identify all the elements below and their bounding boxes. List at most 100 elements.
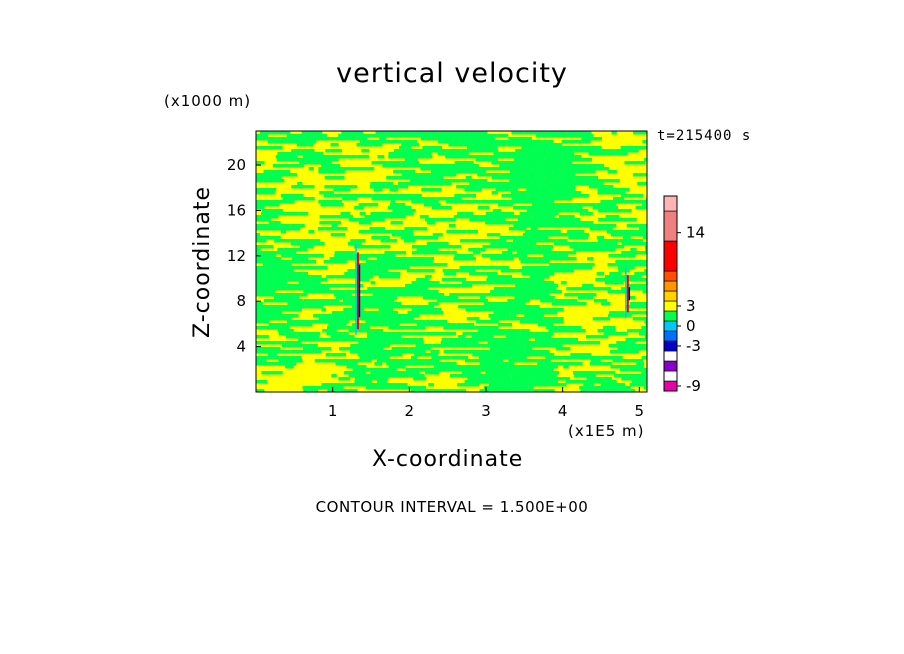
field-cell [568,152,575,156]
field-cell [544,176,557,180]
field-cell [352,323,376,327]
field-cell [275,269,294,273]
field-cell [628,296,636,300]
field-cell [348,257,355,261]
field-cell [354,206,364,210]
field-cell [449,284,472,288]
field-cell [277,350,291,354]
field-cell [361,149,370,153]
field-cell [541,206,564,210]
colorbar-tick-label: -3 [686,337,701,355]
field-cell [322,299,339,303]
field-cell [641,203,647,207]
field-cell [308,254,324,258]
field-cell [359,314,381,318]
field-cell [549,341,556,345]
field-cell [535,338,545,342]
field-cell [277,329,294,333]
field-cell [529,275,550,279]
field-cell [437,296,448,300]
field-cell [393,257,411,261]
field-cell [610,365,626,369]
field-cell [464,380,490,384]
field-cell [385,317,390,321]
field-cell [563,158,575,162]
field-cell [572,224,597,228]
field-cell [327,326,343,330]
field-cell [641,356,647,360]
field-cell [506,143,533,147]
field-cell [469,344,486,348]
field-cell [402,140,418,144]
field-cell [268,362,276,366]
field-cell [522,182,533,186]
field-cell [562,152,568,156]
field-cell [520,329,530,333]
field-cell [562,182,587,186]
field-cell [256,356,280,360]
field-cell [559,215,565,219]
field-cell [256,239,267,243]
field-cell [619,368,629,372]
field-cell [377,155,385,159]
field-cell [472,353,486,357]
field-cell [469,272,481,276]
field-cell [485,338,494,342]
field-cell [486,233,501,237]
field-cell [500,173,522,177]
field-cell [556,239,568,243]
field-cell [256,200,278,204]
field-cell [323,338,341,342]
field-cell [394,323,400,327]
field-cell [518,236,538,240]
field-cell [563,263,582,267]
plot-frame [255,130,648,393]
field-cell [443,350,465,354]
field-cell [541,245,554,249]
field-cell [524,197,540,201]
field-cell [256,347,281,351]
field-cell [422,263,448,267]
field-cell [515,161,541,165]
field-cell [441,173,457,177]
field-cell [480,368,492,372]
field-cell [302,386,329,390]
field-cell [260,293,275,297]
field-cell [342,332,349,336]
field-cell [568,185,576,189]
field-cell [489,389,501,392]
field-cell [286,137,305,141]
field-cell [512,188,518,192]
field-cell [587,242,603,246]
field-cell [545,143,550,147]
field-cell [488,335,494,339]
field-cell [327,389,351,392]
field-cell [291,257,309,261]
field-cell [494,218,506,222]
field-cell [427,221,435,225]
field-cell [548,317,559,321]
field-cell [521,368,544,372]
field-cell [434,365,456,369]
field-cell [513,383,540,387]
field-cell [548,230,561,234]
field-cell [453,326,468,330]
field-cell [539,167,560,171]
field-cell [588,380,607,384]
field-cell [343,308,365,312]
field-cell [574,206,583,210]
field-cell [510,245,516,249]
colorbar-level [663,340,678,352]
field-cell [461,371,481,375]
field-cell [405,314,414,318]
field-cell [446,368,472,372]
field-cell [642,290,647,294]
field-cell [626,224,646,228]
field-cell [516,269,532,273]
field-cell [431,170,445,174]
field-cell [404,350,411,354]
field-cell [365,272,384,276]
field-cell [365,320,381,324]
field-cell [535,233,550,237]
field-cell [256,233,260,237]
